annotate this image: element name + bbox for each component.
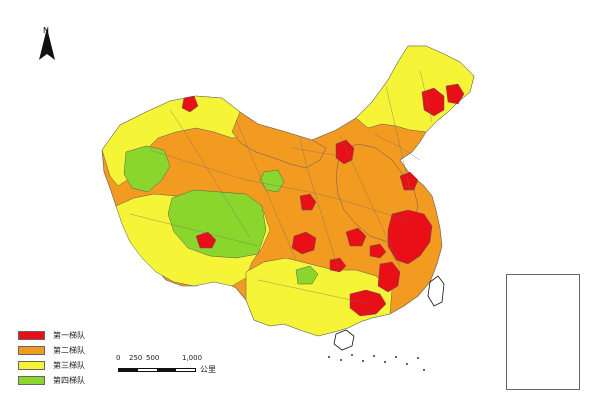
tibet-green-region (167, 189, 267, 259)
legend-swatch-first-tier (18, 331, 45, 340)
legend-label-second-tier: 第二梯队 (53, 345, 85, 355)
northwest-red-region (181, 95, 199, 113)
jiangsu-shanghai-red-region (387, 209, 433, 265)
northeast-yellow-region (355, 45, 475, 133)
legend-item-first-tier: 第一梯队 (18, 328, 114, 343)
guangdong-red-region (349, 289, 387, 317)
north-arrow-icon (39, 28, 55, 60)
scale-unit: 公里 (200, 365, 216, 374)
hainan-shape (333, 329, 355, 351)
legend-label-fourth-tier: 第四梯队 (53, 375, 85, 385)
legend-label-first-tier: 第一梯队 (53, 330, 85, 340)
south-china-sea-inset (506, 274, 580, 390)
legend-label-third-tier: 第三梯队 (53, 360, 85, 370)
fujian-red-region (377, 261, 401, 293)
legend: 第一梯队 第二梯队 第三梯队 第四梯队 (18, 328, 114, 388)
shandong-red-region (399, 171, 419, 191)
central-orange-region (231, 111, 327, 169)
qinghai-green-patch (259, 169, 285, 193)
scale-bar: 0 250 500 1,000 公里 (108, 354, 218, 376)
legend-item-fourth-tier: 第四梯队 (18, 373, 114, 388)
legend-swatch-second-tier (18, 346, 45, 355)
north-label: N (43, 26, 49, 35)
xian-red-region (299, 193, 317, 211)
legend-item-third-tier: 第三梯队 (18, 358, 114, 373)
scale-tick-1000: 1,000 (182, 354, 203, 362)
scale-tick-0: 0 (116, 354, 121, 362)
southern-islands (328, 354, 425, 371)
lanzhou-red-region (195, 231, 217, 249)
yunnan-green-patch (295, 265, 319, 285)
chongqing-red-region (329, 257, 347, 273)
scale-tick-500: 500 (146, 354, 160, 362)
scale-bar-track (118, 368, 196, 372)
internal-boundaries (129, 69, 433, 305)
legend-swatch-fourth-tier (18, 376, 45, 385)
northeast-red-region (421, 87, 445, 117)
xinjiang-green-region (123, 145, 171, 193)
south-yellow-region (245, 257, 393, 337)
taiwan-shape (427, 275, 445, 307)
hubei-red-region (345, 227, 367, 247)
scale-tick-250: 250 (129, 354, 143, 362)
legend-swatch-third-tier (18, 361, 45, 370)
central-red-region-2 (369, 243, 387, 259)
sichuan-red-region (291, 231, 317, 255)
beijing-tianjin-red-region (335, 139, 355, 165)
northeast-red-region-2 (445, 83, 465, 105)
scale-ticks: 0 250 500 1,000 (108, 354, 218, 364)
legend-item-second-tier: 第二梯队 (18, 343, 114, 358)
